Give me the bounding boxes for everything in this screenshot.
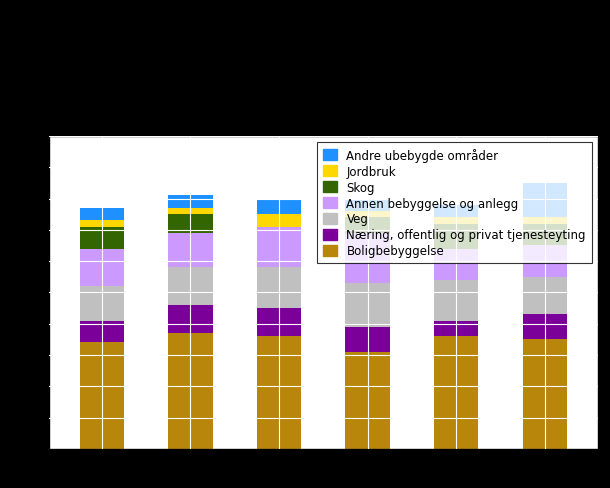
Bar bbox=[523, 277, 567, 315]
Legend: Andre ubebygde områder, Jordbruk, Skog, Annen bebyggelse og anlegg, Veg, Næring,: Andre ubebygde områder, Jordbruk, Skog, … bbox=[317, 142, 592, 264]
Bar bbox=[345, 199, 390, 212]
Bar bbox=[345, 352, 390, 449]
Bar bbox=[434, 280, 478, 321]
Bar bbox=[168, 305, 213, 333]
Bar bbox=[257, 215, 301, 227]
Bar bbox=[168, 215, 213, 233]
Bar bbox=[434, 205, 478, 218]
Bar bbox=[434, 218, 478, 224]
Bar bbox=[345, 233, 390, 284]
Bar bbox=[80, 227, 124, 249]
Bar bbox=[434, 224, 478, 249]
Bar bbox=[523, 315, 567, 340]
Bar bbox=[257, 308, 301, 337]
Bar bbox=[345, 218, 390, 233]
Bar bbox=[168, 268, 213, 305]
Bar bbox=[257, 337, 301, 449]
Bar bbox=[523, 246, 567, 277]
Bar bbox=[257, 268, 301, 308]
Bar bbox=[523, 224, 567, 246]
Bar bbox=[80, 321, 124, 343]
Bar bbox=[80, 249, 124, 286]
Bar bbox=[345, 327, 390, 352]
Bar bbox=[523, 218, 567, 224]
Bar bbox=[168, 208, 213, 215]
Bar bbox=[80, 208, 124, 221]
Bar bbox=[168, 233, 213, 268]
Bar bbox=[80, 221, 124, 227]
Bar bbox=[523, 183, 567, 218]
Bar bbox=[523, 340, 567, 449]
Bar bbox=[434, 337, 478, 449]
Bar bbox=[257, 227, 301, 268]
Bar bbox=[345, 284, 390, 327]
Bar bbox=[434, 321, 478, 337]
Bar bbox=[257, 199, 301, 215]
Bar bbox=[80, 343, 124, 449]
Bar bbox=[80, 286, 124, 321]
Bar bbox=[434, 249, 478, 280]
Bar bbox=[168, 196, 213, 208]
Bar bbox=[168, 333, 213, 449]
Bar bbox=[345, 212, 390, 218]
